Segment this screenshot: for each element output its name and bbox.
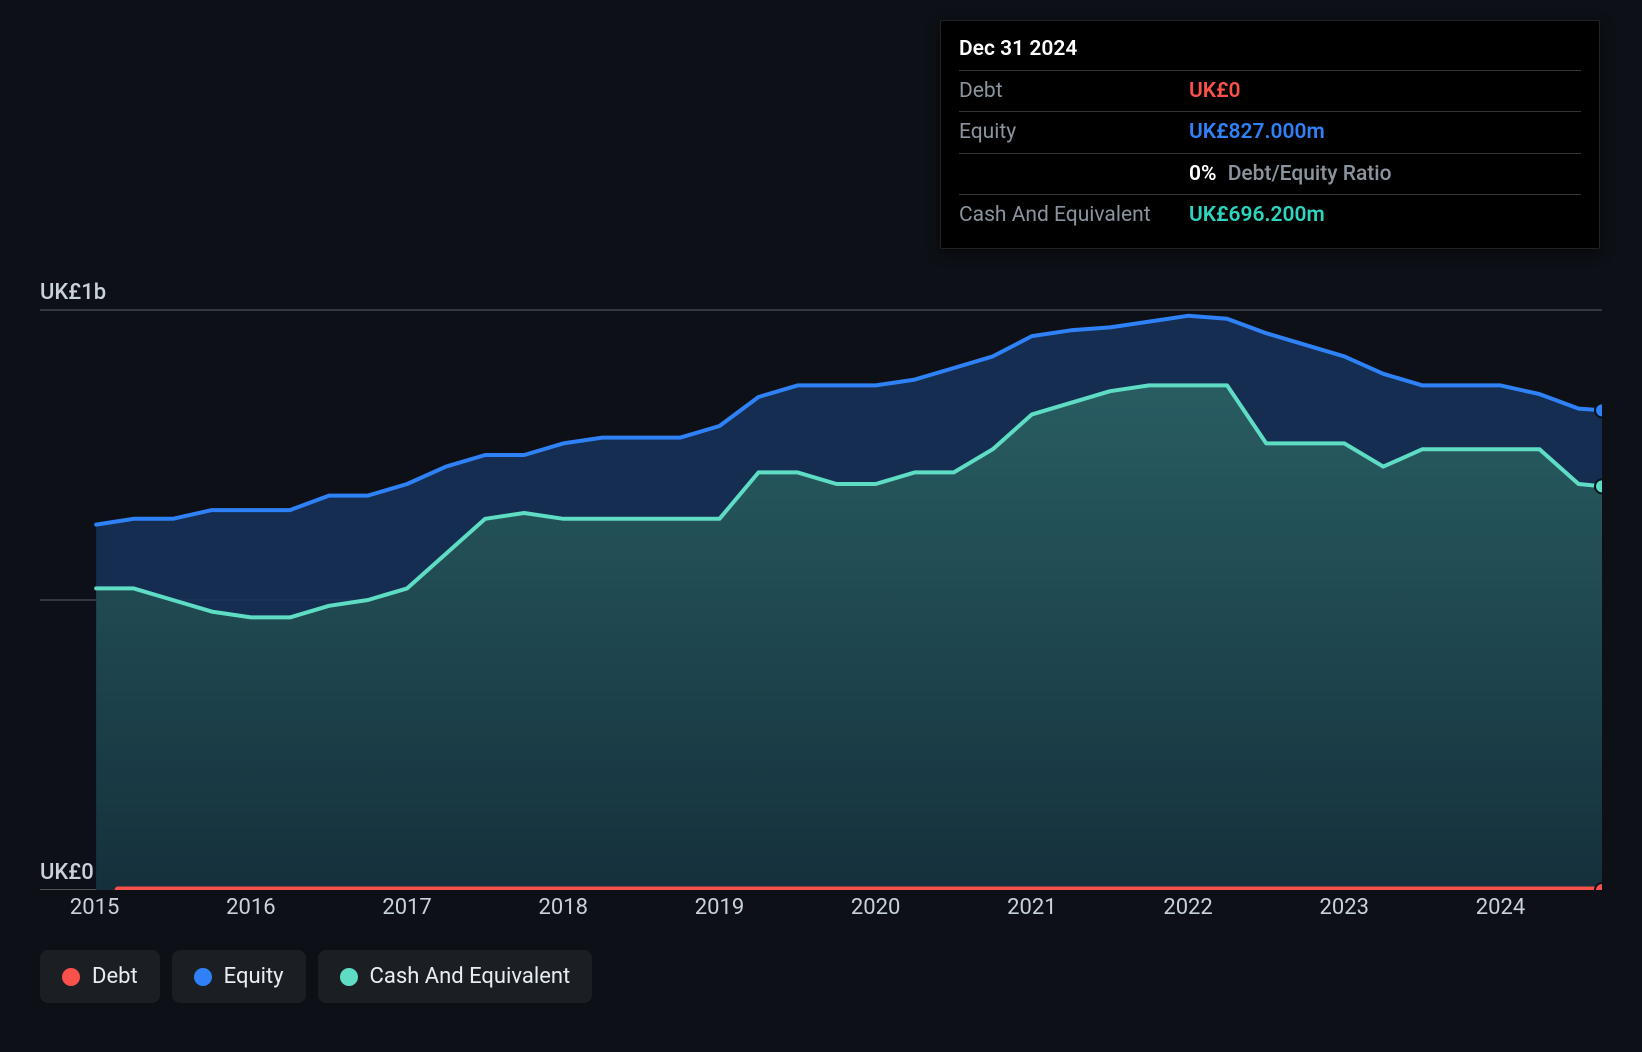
financial-history-chart: UK£0UK£1b 201520162017201820192020202120… bbox=[0, 0, 1642, 1052]
tooltip-date: Dec 31 2024 bbox=[959, 33, 1581, 71]
legend-dot-icon bbox=[62, 968, 80, 986]
legend-label: Cash And Equivalent bbox=[370, 964, 571, 989]
legend-dot-icon bbox=[194, 968, 212, 986]
tooltip-value: UK£696.200m bbox=[1189, 199, 1325, 232]
x-axis-label: 2020 bbox=[851, 895, 900, 920]
tooltip-value: 0% bbox=[1189, 162, 1217, 186]
tooltip-value: UK£0 bbox=[1189, 75, 1241, 108]
x-axis-label: 2021 bbox=[1007, 895, 1056, 920]
legend-item-cash[interactable]: Cash And Equivalent bbox=[318, 950, 593, 1003]
legend-label: Debt bbox=[92, 964, 138, 989]
x-axis-label: 2024 bbox=[1476, 895, 1525, 920]
x-axis-labels: 2015 2016 2017 2018 2019 2020 2021 2022 2023 2024 bbox=[40, 895, 1602, 925]
tooltip-label: Equity bbox=[959, 116, 1189, 149]
legend-label: Equity bbox=[224, 964, 284, 989]
x-axis-label: 2018 bbox=[539, 895, 588, 920]
tooltip-value: UK£827.000m bbox=[1189, 116, 1325, 149]
x-axis-label: 2016 bbox=[226, 895, 275, 920]
tooltip-row-ratio: 0% Debt/Equity Ratio bbox=[959, 154, 1581, 196]
legend-item-equity[interactable]: Equity bbox=[172, 950, 306, 1003]
x-axis-label: 2015 bbox=[70, 895, 119, 920]
legend-dot-icon bbox=[340, 968, 358, 986]
tooltip-row-equity: Equity UK£827.000m bbox=[959, 112, 1581, 154]
x-axis-label: 2017 bbox=[382, 895, 431, 920]
x-axis-label: 2019 bbox=[695, 895, 744, 920]
chart-tooltip: Dec 31 2024 Debt UK£0 Equity UK£827.000m… bbox=[940, 20, 1600, 249]
tooltip-row-cash: Cash And Equivalent UK£696.200m bbox=[959, 195, 1581, 236]
y-axis-label: UK£0 bbox=[40, 860, 94, 885]
y-axis-label: UK£1b bbox=[40, 280, 106, 305]
tooltip-label bbox=[959, 158, 1189, 191]
tooltip-extra: Debt/Equity Ratio bbox=[1228, 162, 1392, 186]
legend-item-debt[interactable]: Debt bbox=[40, 950, 160, 1003]
x-axis-label: 2023 bbox=[1320, 895, 1369, 920]
tooltip-row-debt: Debt UK£0 bbox=[959, 71, 1581, 113]
tooltip-label: Cash And Equivalent bbox=[959, 199, 1189, 232]
tooltip-label: Debt bbox=[959, 75, 1189, 108]
chart-legend: Debt Equity Cash And Equivalent bbox=[40, 950, 592, 1003]
x-axis-label: 2022 bbox=[1163, 895, 1212, 920]
